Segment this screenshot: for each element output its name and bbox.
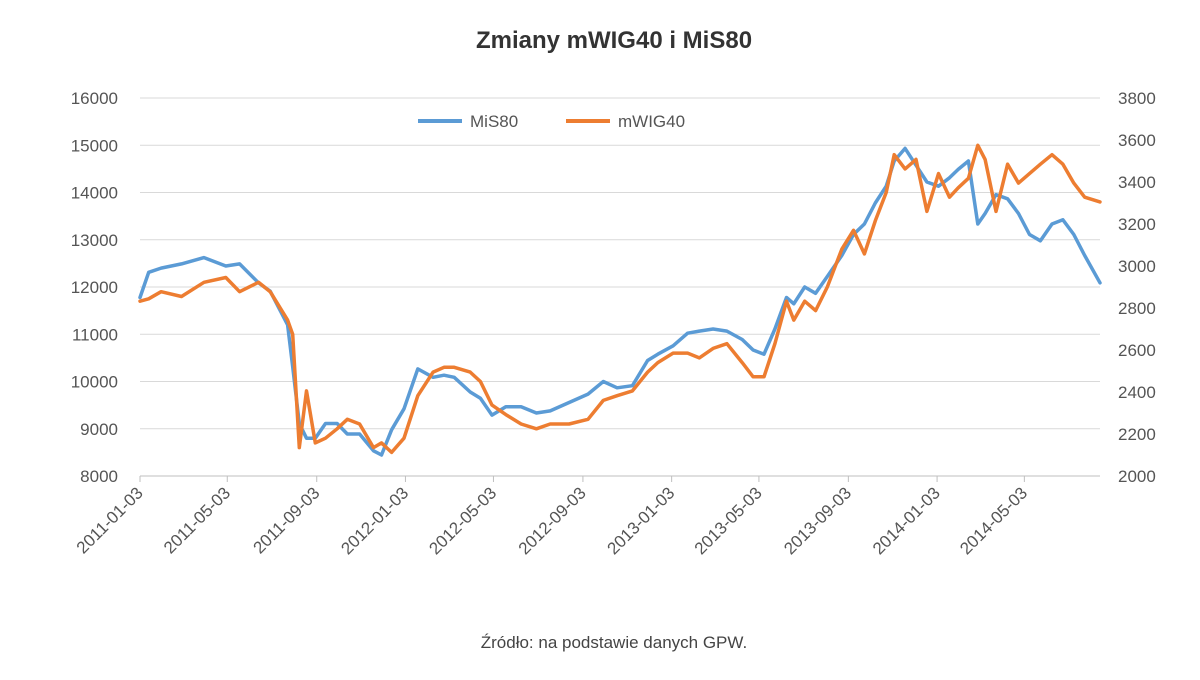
left-y-axis: 8000 9000 10000 11000 12000 13000 14000 15000 16… bbox=[71, 89, 118, 486]
x-tick-label: 2013-09-03 bbox=[780, 483, 855, 558]
x-tick-label: 2011-09-03 bbox=[250, 483, 324, 557]
x-tick-label: 2011-05-03 bbox=[160, 483, 234, 557]
x-tick-label: 2013-01-03 bbox=[604, 483, 679, 558]
right-tick-label: 2800 bbox=[1118, 299, 1156, 318]
legend: MiS80 mWIG40 bbox=[418, 112, 685, 131]
x-tick-label: 2012-01-03 bbox=[337, 483, 412, 558]
left-tick-label: 16000 bbox=[71, 89, 118, 108]
left-tick-label: 15000 bbox=[71, 136, 118, 155]
x-tick-label: 2014-01-03 bbox=[869, 483, 944, 558]
right-y-axis: 2000 2200 2400 2600 2800 3000 3200 3400 3600 3800 bbox=[1118, 89, 1156, 486]
left-tick-label: 10000 bbox=[71, 373, 118, 392]
series-line-mis80 bbox=[138, 146, 1102, 457]
right-tick-label: 2200 bbox=[1118, 425, 1156, 444]
right-tick-label: 2600 bbox=[1118, 341, 1156, 360]
left-tick-label: 11000 bbox=[72, 325, 118, 344]
right-tick-label: 2400 bbox=[1118, 383, 1156, 402]
left-tick-label: 13000 bbox=[71, 231, 118, 250]
gridlines bbox=[140, 97, 1100, 477]
left-tick-label: 8000 bbox=[80, 467, 118, 486]
legend-label: MiS80 bbox=[470, 112, 518, 131]
left-tick-label: 9000 bbox=[80, 420, 118, 439]
left-tick-label: 12000 bbox=[71, 278, 118, 297]
series-line-mwig40 bbox=[138, 143, 1102, 455]
right-tick-label: 3000 bbox=[1118, 257, 1156, 276]
x-tick-label: 2012-05-03 bbox=[425, 483, 500, 558]
x-tick-label: 2013-05-03 bbox=[691, 483, 766, 558]
x-tick-label: 2012-09-03 bbox=[515, 483, 590, 558]
legend-label: mWIG40 bbox=[618, 112, 685, 131]
x-tick-label: 2014-05-03 bbox=[956, 483, 1031, 558]
right-tick-label: 3800 bbox=[1118, 89, 1156, 108]
x-tick-label: 2011-01-03 bbox=[73, 483, 147, 557]
left-tick-label: 14000 bbox=[71, 184, 118, 203]
right-tick-label: 3600 bbox=[1118, 131, 1156, 150]
source-note: Źródło: na podstawie danych GPW. bbox=[481, 633, 747, 652]
right-tick-label: 2000 bbox=[1118, 467, 1156, 486]
right-tick-label: 3400 bbox=[1118, 173, 1156, 192]
series-lines bbox=[138, 143, 1102, 457]
x-axis: 2011-01-03 2011-05-03 2011-09-03 2012-01-03… bbox=[73, 475, 1100, 558]
chart-title: Zmiany mWIG40 i MiS80 bbox=[476, 27, 752, 54]
right-tick-label: 3200 bbox=[1118, 215, 1156, 234]
